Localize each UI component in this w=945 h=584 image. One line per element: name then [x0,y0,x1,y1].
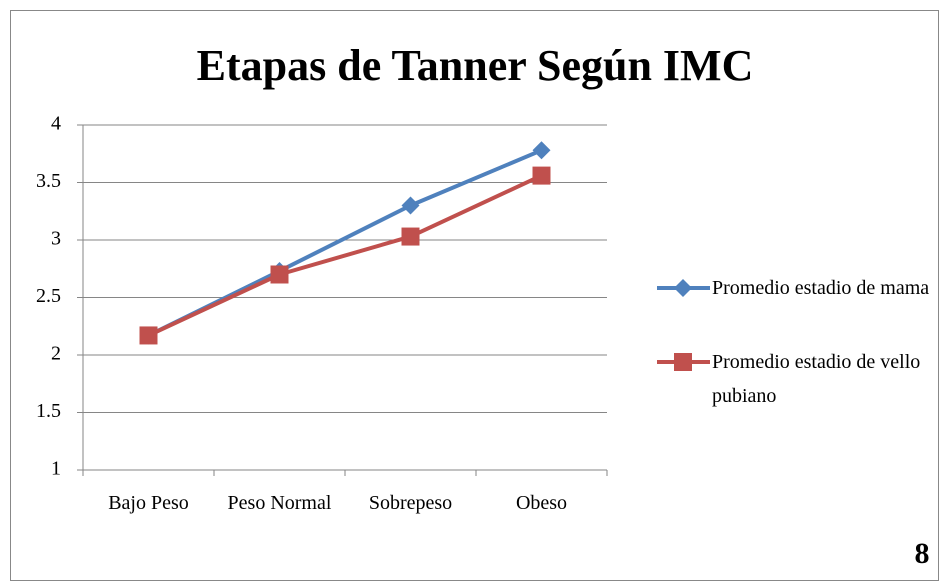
marker-diamond [532,141,551,160]
marker-square [674,353,692,371]
legend-label-box: Promedio estadio de vello pubiano [712,351,921,407]
y-tick-label: 1 [51,458,61,480]
y-tick-label: 1.5 [36,400,61,422]
marker-square [532,166,551,185]
page-number: 8 [915,537,930,570]
x-tick-label-box: Obeso [515,492,568,514]
marker-diamond [401,196,420,215]
x-tick-label: Obeso [515,492,568,514]
marker-square [139,326,158,345]
y-tick-label: 2.5 [36,285,61,307]
y-tick-label: 3 [51,228,61,250]
y-tick-label: 3.5 [36,170,61,192]
legend-label-box: Promedio estadio de mama [712,277,930,299]
marker-square [401,227,420,246]
y-tick-label: 4 [51,113,61,135]
chart-title: Etapas de Tanner Según IMC [197,41,754,90]
legend-label: Promedio estadio de vello pubiano [712,351,921,407]
marker-diamond [674,279,692,297]
x-tick-label: Sobrepeso [368,492,453,514]
x-tick-label-box: Peso Normal [227,492,332,514]
x-tick-label-box: Bajo Peso [108,492,189,514]
x-tick-label: Peso Normal [227,492,332,514]
legend-label: Promedio estadio de mama [712,277,930,299]
series-line [147,173,543,338]
x-tick-label: Bajo Peso [108,492,189,514]
chart-frame [10,10,939,581]
marker-square [270,265,289,284]
x-tick-label-box: Sobrepeso [368,492,453,514]
y-tick-label: 2 [51,343,61,365]
